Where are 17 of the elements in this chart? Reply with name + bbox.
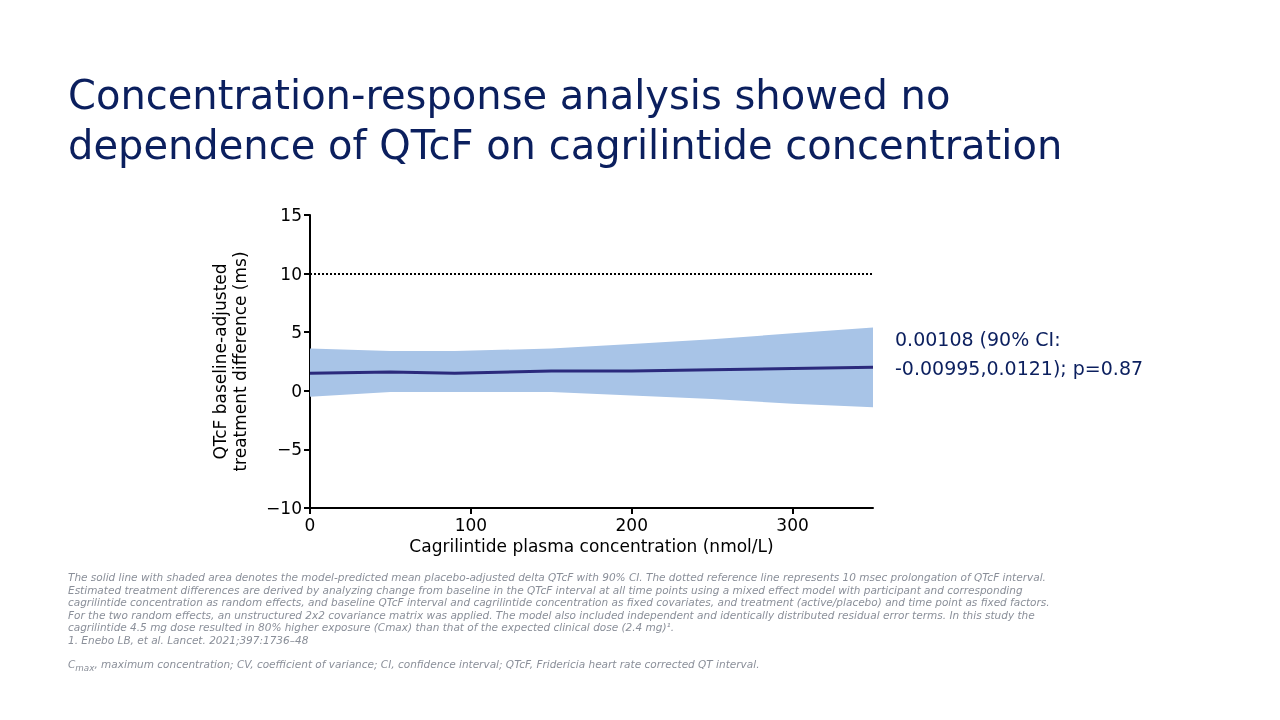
- x-tick-label: 100: [454, 514, 488, 535]
- y-tick-label: 0: [291, 380, 302, 401]
- text: 0.00108 (90% CI: -0.00995,0.0121); p=0.87: [895, 327, 1145, 381]
- x-tick-label: 200: [615, 514, 648, 535]
- x-axis-title: Cagrilintide plasma concentration (nmol/L): [409, 536, 774, 557]
- y-tick-label: 10: [280, 263, 302, 284]
- chart-title: Concentration-response analysis showed no dependence of QTcF on cagrilintide concentration: [68, 71, 1064, 170]
- text: C$_{max}$, maximum concentration; CV, coefficient of variance; CI, confidence interval; QTcF, Fridericia heart rate corrected QT interval.: [68, 658, 761, 675]
- x-tick-label: 0: [304, 514, 316, 535]
- y-axis-title: QTcF baseline-adjusted treatment difference (ms): [210, 251, 250, 472]
- text: The solid line with shaded area denotes the model-predicted mean placebo-adjusted delta QTcF with 90% CI. The dotted reference line represents 10 msec prolongation of QTcF interval. Estimated treatment differences are derived by analyzing change from baseline in the QTcF interval at all time points using a mixed effect model with participant and corresponding cagrilintide concentration as random effects, and baseline QTcF interval and cagrilintide concentration as fixed covariates, and treatment (active/placebo) and time point as fixed factors. For the two random effects, an unstructured 2x2 covariance matrix was applied. The model also included independent and identically distributed residual error terms. In this study the cagrilintide 4.5 mg dose resulted in 80% higher exposure (Cmax) than that of the expected clinical dose (2.4 mg)¹.: [68, 571, 1051, 634]
- y-tick-label: 5: [291, 322, 302, 343]
- y-tick-label: −10: [266, 498, 302, 518]
- text: 1. Enebo LB, et al. Lancet. 2021;397:1736–48: [68, 633, 310, 646]
- x-tick-label: 300: [776, 514, 809, 535]
- y-tick-label: 15: [280, 205, 302, 225]
- y-tick-label: −5: [276, 439, 302, 460]
